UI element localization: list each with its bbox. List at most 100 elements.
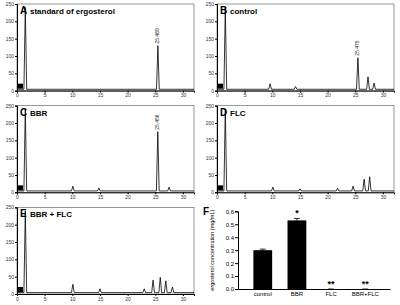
tick: 5	[44, 91, 47, 99]
tick: 150	[206, 137, 217, 143]
tick-label: 250	[6, 1, 15, 7]
tick-label: 200	[206, 18, 215, 24]
tick-label: 0.3	[226, 248, 235, 254]
y-axis: 0 50 100 150 200 250	[206, 103, 218, 196]
panel: 051015202530050100150200250Astandard of …	[6, 1, 195, 98]
panel-letter: C	[20, 107, 27, 118]
tick-label: 200	[6, 120, 15, 126]
tick-label: BBR	[291, 291, 304, 297]
tick-label: 0	[16, 296, 19, 302]
tick: 15	[98, 192, 104, 200]
marks	[217, 109, 394, 191]
tick: 250	[6, 1, 17, 7]
tick-label: 25	[353, 92, 359, 98]
tick-label: 250	[206, 103, 215, 109]
marks	[17, 109, 194, 191]
plot-frame	[17, 207, 194, 294]
tick: 20	[125, 294, 131, 302]
tick-label: 100	[206, 155, 215, 161]
panel: 051015202530050100150200250Bcontrol25.47…	[206, 1, 395, 98]
panel-letter: A	[20, 5, 27, 16]
chromatogram-line	[217, 109, 394, 191]
tick: 50	[208, 172, 217, 178]
marks	[17, 7, 194, 89]
tick: 15	[98, 91, 104, 99]
tick: 150	[6, 239, 17, 245]
tick-label: 0.6	[226, 209, 235, 215]
tick: 200	[6, 18, 17, 24]
tick: 200	[206, 120, 217, 126]
tick: 0	[216, 192, 219, 200]
tick-mark	[215, 73, 217, 74]
tick: 0	[11, 88, 17, 94]
y-axis: 050100150200250	[6, 204, 18, 297]
tick-label: 10	[70, 92, 76, 98]
panel: 051015202530050100150200250EBBR + FLC	[6, 204, 195, 301]
tick-label: 10	[70, 194, 76, 200]
panel: 0.00.10.20.30.40.50.6controlBBRFLCBBR+FL…	[203, 206, 391, 297]
tick-label: 30	[181, 92, 187, 98]
tick-label: 25	[153, 92, 159, 98]
tick: 25	[153, 294, 159, 302]
figure: 051015202530050100150200250Astandard of …	[0, 0, 400, 305]
tick-mark	[15, 123, 17, 124]
tick: 25	[153, 91, 159, 99]
tick: 0.3	[226, 248, 238, 254]
significance: **	[362, 279, 370, 289]
x-axis: 051015202530	[216, 91, 394, 99]
tick-label: 50	[8, 172, 14, 178]
tick-mark	[15, 259, 17, 260]
x-axis: 051015202530	[16, 91, 194, 99]
peak-label: 25.469	[154, 28, 160, 44]
bar	[253, 250, 272, 289]
tick-mark	[215, 123, 217, 124]
tick-mark	[215, 4, 217, 5]
tick: 15	[298, 91, 304, 99]
tick-label: 15	[98, 296, 104, 302]
tick: 25	[353, 192, 359, 200]
tick-label: control	[254, 291, 272, 297]
tick: 5	[244, 192, 247, 200]
tick: 150	[6, 137, 17, 143]
tick: 30	[381, 91, 387, 99]
tick: 0.4	[226, 235, 238, 241]
tick-label: 0	[211, 88, 214, 94]
tick-label: 250	[206, 1, 215, 7]
tick: 100	[206, 155, 217, 161]
tick: 100	[6, 256, 17, 262]
tick: 250	[206, 1, 217, 7]
tick: BBR+FLC	[352, 289, 380, 297]
tick: 0	[211, 88, 217, 94]
tick: 250	[6, 103, 17, 109]
injection-marker	[218, 185, 223, 190]
y-axis: 0.00.10.20.30.40.50.6	[226, 209, 239, 293]
tick: 200	[6, 120, 17, 126]
tick-label: 0	[16, 194, 19, 200]
plot-frame	[17, 106, 194, 193]
y-axis: 050100150200250	[6, 1, 18, 94]
tick: 10	[70, 294, 76, 302]
tick-label: 0	[11, 88, 14, 94]
tick-mark	[15, 277, 17, 278]
tick: 5	[44, 192, 47, 200]
tick: 50	[208, 70, 217, 76]
tick-label: 150	[206, 137, 215, 143]
tick: 0	[16, 91, 19, 99]
injection-marker	[218, 84, 223, 89]
tick: 200	[206, 18, 217, 24]
tick-mark	[15, 225, 17, 226]
tick: 5	[244, 91, 247, 99]
tick: 10	[270, 192, 276, 200]
tick-label: 0	[211, 189, 214, 195]
tick: 100	[6, 155, 17, 161]
tick-mark	[235, 211, 238, 212]
chromatogram-line	[17, 7, 194, 89]
tick-label: 15	[298, 92, 304, 98]
tick-mark	[15, 4, 17, 5]
tick: 50	[8, 70, 17, 76]
tick: 20	[125, 192, 131, 200]
tick-label: 5	[44, 296, 47, 302]
tick-mark	[215, 175, 217, 176]
tick-mark	[15, 21, 17, 22]
tick-mark	[215, 140, 217, 141]
